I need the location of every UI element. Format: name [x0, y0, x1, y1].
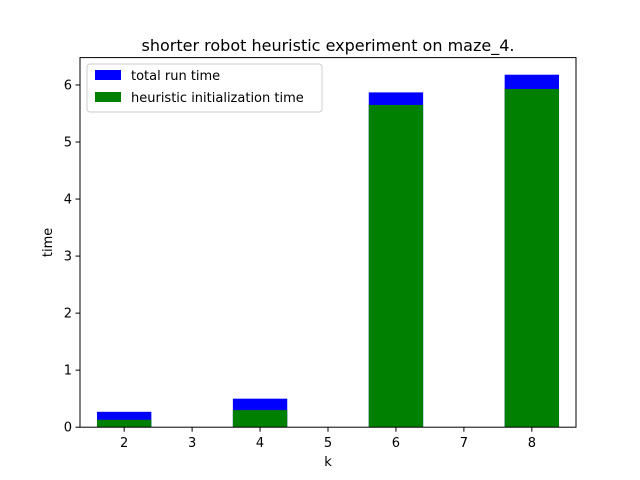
y-tick-label-6: 6 — [64, 78, 72, 93]
y-axis-ticks: 0 1 2 3 4 5 6 — [64, 78, 80, 436]
y-tick-label-0: 0 — [64, 421, 72, 436]
x-axis-ticks: 2 3 4 5 6 7 8 — [120, 427, 536, 451]
bar-heuristic-initialization-time-k8 — [504, 88, 560, 428]
y-tick-label-3: 3 — [64, 250, 72, 265]
x-tick-label-4: 4 — [256, 436, 264, 451]
bar-heuristic-initialization-time-k2 — [96, 419, 152, 428]
chart-legend: total run time heuristic initialization … — [86, 63, 323, 113]
y-tick-label-2: 2 — [64, 307, 72, 322]
chart-title: shorter robot heuristic experiment on ma… — [142, 36, 515, 56]
y-tick-label-4: 4 — [64, 193, 72, 208]
bar-heuristic-initialization-time-k4 — [232, 410, 288, 428]
legend-swatch-total-run-time — [95, 70, 121, 80]
legend-box — [86, 63, 323, 113]
x-tick-label-8: 8 — [528, 436, 536, 451]
x-tick-label-5: 5 — [324, 436, 332, 451]
x-tick-label-6: 6 — [392, 436, 400, 451]
x-tick-label-2: 2 — [120, 436, 128, 451]
y-axis-label: time — [41, 228, 56, 257]
legend-swatch-heuristic-initialization-time — [95, 92, 121, 102]
y-tick-label-1: 1 — [64, 364, 72, 379]
x-axis-label: k — [324, 455, 332, 470]
plot-frame — [79, 57, 577, 428]
bar-heuristic-initialization-time-k6 — [368, 104, 424, 428]
x-tick-label-3: 3 — [188, 436, 196, 451]
x-tick-label-7: 7 — [460, 436, 468, 451]
legend-label-heuristic-initialization-time: heuristic initialization time — [131, 91, 304, 106]
legend-label-total-run-time: total run time — [131, 69, 220, 84]
y-tick-label-5: 5 — [64, 136, 72, 151]
bars-layer — [96, 74, 560, 428]
